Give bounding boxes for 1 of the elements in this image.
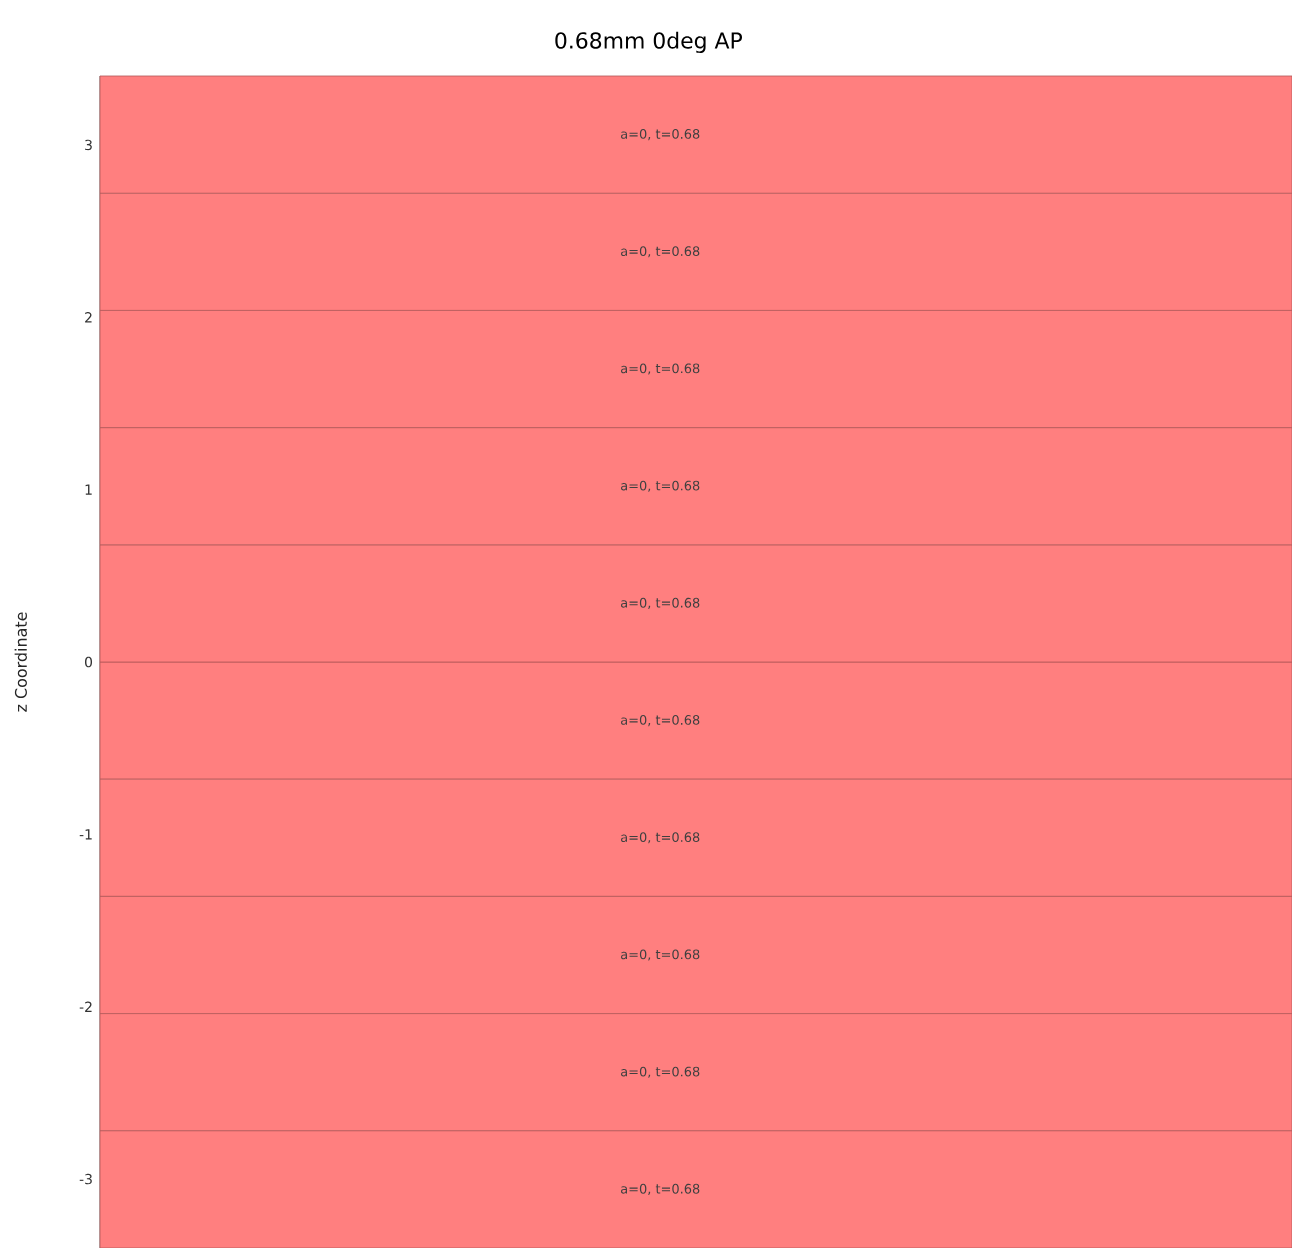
chart-title: 0.68mm 0deg AP <box>555 31 742 53</box>
